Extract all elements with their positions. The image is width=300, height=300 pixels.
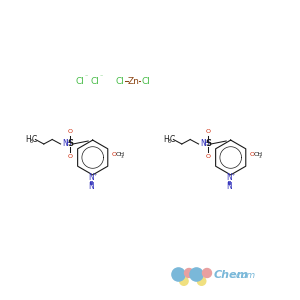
Text: O: O: [68, 130, 73, 134]
Text: Cl: Cl: [141, 76, 150, 85]
Text: Zn: Zn: [128, 76, 140, 85]
Text: 3: 3: [259, 154, 262, 159]
Circle shape: [197, 277, 206, 285]
Circle shape: [172, 268, 185, 281]
Text: ⁻: ⁻: [85, 76, 88, 80]
Text: N: N: [62, 140, 68, 148]
Text: H: H: [65, 140, 71, 148]
Text: 3: 3: [167, 139, 170, 144]
Text: O: O: [206, 130, 211, 134]
Text: N: N: [88, 173, 94, 182]
Text: 3: 3: [29, 139, 32, 144]
Circle shape: [202, 268, 211, 278]
Text: H: H: [164, 135, 169, 144]
Text: O: O: [111, 152, 116, 157]
Text: N: N: [226, 182, 232, 191]
Text: C: C: [169, 135, 175, 144]
Text: Chem: Chem: [214, 270, 249, 280]
Text: N: N: [88, 182, 94, 191]
Text: S: S: [205, 140, 211, 148]
Text: ⁻: ⁻: [100, 76, 103, 80]
Text: +: +: [232, 173, 235, 178]
Text: S: S: [67, 140, 73, 148]
Text: Cl: Cl: [116, 76, 124, 85]
Text: H: H: [26, 135, 31, 144]
Circle shape: [180, 277, 188, 285]
Text: O: O: [68, 154, 73, 158]
Text: 3: 3: [121, 154, 124, 159]
Text: O: O: [249, 152, 254, 157]
Text: C: C: [32, 135, 37, 144]
Circle shape: [184, 268, 194, 278]
Text: CH: CH: [116, 152, 124, 157]
Text: +: +: [94, 173, 97, 178]
Text: N: N: [200, 140, 206, 148]
Text: O: O: [206, 154, 211, 158]
Text: N: N: [226, 173, 232, 182]
Text: CH: CH: [254, 152, 262, 157]
Text: Cl: Cl: [75, 76, 84, 85]
Circle shape: [190, 268, 203, 281]
Text: H: H: [203, 140, 209, 148]
Text: Cl: Cl: [90, 76, 99, 85]
Text: .com: .com: [233, 271, 256, 280]
